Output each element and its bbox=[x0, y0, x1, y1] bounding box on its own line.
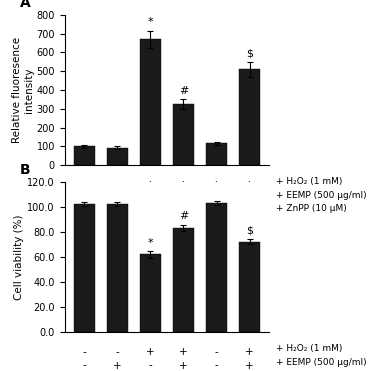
Text: -: - bbox=[83, 347, 86, 357]
Text: -: - bbox=[149, 207, 152, 217]
Y-axis label: Relative fluoresence
intensity: Relative fluoresence intensity bbox=[12, 37, 34, 143]
Text: +: + bbox=[245, 347, 254, 357]
Text: + H₂O₂ (1 mM): + H₂O₂ (1 mM) bbox=[276, 177, 342, 186]
Text: -: - bbox=[182, 207, 185, 217]
Text: +: + bbox=[146, 347, 155, 357]
Text: +: + bbox=[245, 194, 254, 204]
Bar bbox=[107, 204, 128, 332]
Text: *: * bbox=[148, 237, 153, 247]
Bar bbox=[74, 146, 95, 165]
Text: -: - bbox=[215, 194, 218, 204]
Text: +: + bbox=[146, 180, 155, 190]
Text: -: - bbox=[115, 180, 119, 190]
Text: +: + bbox=[212, 207, 221, 217]
Text: + EEMP (500 μg/ml): + EEMP (500 μg/ml) bbox=[276, 358, 366, 367]
Bar bbox=[140, 255, 161, 332]
Text: + ZnPP (10 μM): + ZnPP (10 μM) bbox=[276, 204, 346, 213]
Text: +: + bbox=[113, 361, 122, 371]
Text: +: + bbox=[245, 180, 254, 190]
Text: -: - bbox=[115, 347, 119, 357]
Bar bbox=[239, 69, 260, 165]
Bar bbox=[140, 39, 161, 165]
Text: *: * bbox=[148, 17, 153, 27]
Bar bbox=[173, 228, 194, 332]
Text: +: + bbox=[245, 361, 254, 371]
Text: $: $ bbox=[246, 226, 253, 236]
Text: +: + bbox=[179, 180, 188, 190]
Bar bbox=[239, 242, 260, 332]
Text: -: - bbox=[215, 361, 218, 371]
Text: -: - bbox=[83, 361, 86, 371]
Bar bbox=[74, 204, 95, 332]
Text: +: + bbox=[179, 347, 188, 357]
Bar bbox=[107, 148, 128, 165]
Text: -: - bbox=[115, 207, 119, 217]
Text: -: - bbox=[215, 347, 218, 357]
Y-axis label: Cell viability (%): Cell viability (%) bbox=[14, 214, 24, 300]
Text: -: - bbox=[83, 207, 86, 217]
Text: +: + bbox=[113, 194, 122, 204]
Text: -: - bbox=[149, 361, 152, 371]
Text: +: + bbox=[212, 180, 221, 190]
Text: A: A bbox=[20, 0, 30, 10]
Text: #: # bbox=[179, 86, 188, 96]
Text: #: # bbox=[179, 211, 188, 221]
Text: +: + bbox=[179, 194, 188, 204]
Text: +: + bbox=[245, 207, 254, 217]
Text: -: - bbox=[83, 194, 86, 204]
Text: B: B bbox=[20, 163, 30, 177]
Bar bbox=[206, 203, 227, 332]
Bar bbox=[173, 104, 194, 165]
Text: + EEMP (500 μg/ml): + EEMP (500 μg/ml) bbox=[276, 191, 366, 200]
Bar bbox=[206, 144, 227, 165]
Text: +: + bbox=[179, 361, 188, 371]
Text: $: $ bbox=[246, 48, 253, 58]
Text: -: - bbox=[83, 180, 86, 190]
Text: -: - bbox=[149, 194, 152, 204]
Text: + H₂O₂ (1 mM): + H₂O₂ (1 mM) bbox=[276, 344, 342, 353]
